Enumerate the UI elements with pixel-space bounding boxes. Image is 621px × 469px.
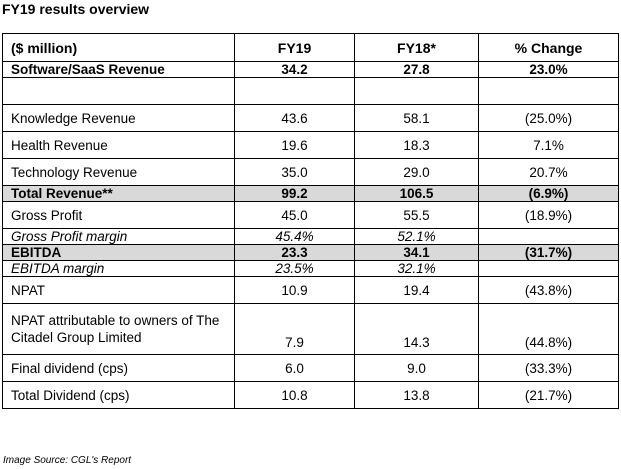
- row-label: Final dividend (cps): [2, 354, 235, 382]
- header-label: ($ million): [2, 33, 235, 62]
- change-value: [478, 260, 619, 277]
- fy18-value: 14.3: [354, 303, 479, 355]
- row-label: Knowledge Revenue: [2, 104, 235, 132]
- fy19-value: 23.5%: [234, 260, 355, 277]
- fy18-value: 9.0: [354, 354, 479, 382]
- row-label: NPAT: [2, 276, 235, 304]
- fy19-value: 6.0: [234, 354, 355, 382]
- change-value: 20.7%: [478, 158, 619, 186]
- row-label: Gross Profit margin: [2, 228, 235, 245]
- fy19-value: 10.9: [234, 276, 355, 304]
- fy19-value: 43.6: [234, 104, 355, 132]
- header-change: % Change: [478, 33, 619, 62]
- change-value: (21.7%): [478, 381, 619, 409]
- change-value: [478, 228, 619, 245]
- table-row: Gross Profit 45.0 55.5 (18.9%): [2, 201, 619, 229]
- table-row: NPAT 10.9 19.4 (43.8%): [2, 276, 619, 304]
- change-value: (25.0%): [478, 104, 619, 132]
- fy19-value: 34.2: [234, 61, 355, 78]
- fy19-value: 45.0: [234, 201, 355, 229]
- fy18-value: 29.0: [354, 158, 479, 186]
- fy18-value: 106.5: [354, 185, 479, 202]
- table-row: [2, 77, 619, 105]
- change-value: (18.9%): [478, 201, 619, 229]
- fy19-value: [234, 77, 355, 105]
- change-value: 7.1%: [478, 131, 619, 159]
- fy19-value: 35.0: [234, 158, 355, 186]
- table-row: Total Dividend (cps) 10.8 13.8 (21.7%): [2, 381, 619, 409]
- fy18-value: [354, 77, 479, 105]
- fy18-value: 27.8: [354, 61, 479, 78]
- page-title: FY19 results overview: [2, 1, 150, 17]
- row-label: Health Revenue: [2, 131, 235, 159]
- table-row: Knowledge Revenue 43.6 58.1 (25.0%): [2, 104, 619, 132]
- change-value: (33.3%): [478, 354, 619, 382]
- header-fy18: FY18*: [354, 33, 479, 62]
- row-label: Gross Profit: [2, 201, 235, 229]
- table-row: Total Revenue** 99.2 106.5 (6.9%): [2, 185, 619, 202]
- fy18-value: 58.1: [354, 104, 479, 132]
- fy19-value: 23.3: [234, 244, 355, 261]
- row-label: Total Revenue**: [2, 185, 235, 202]
- table-row: Final dividend (cps) 6.0 9.0 (33.3%): [2, 354, 619, 382]
- row-label: Software/SaaS Revenue: [2, 61, 235, 78]
- header-fy19: FY19: [234, 33, 355, 62]
- results-table: ($ million) FY19 FY18* % Change Software…: [2, 33, 619, 409]
- row-label: [2, 77, 235, 105]
- change-value: 23.0%: [478, 61, 619, 78]
- row-label: Total Dividend (cps): [2, 381, 235, 409]
- row-label: Technology Revenue: [2, 158, 235, 186]
- change-value: [478, 77, 619, 105]
- fy18-value: 34.1: [354, 244, 479, 261]
- fy18-value: 18.3: [354, 131, 479, 159]
- fy18-value: 32.1%: [354, 260, 479, 277]
- row-label: NPAT attributable to owners of The Citad…: [2, 303, 235, 355]
- change-value: (31.7%): [478, 244, 619, 261]
- fy19-value: 99.2: [234, 185, 355, 202]
- table-row: Software/SaaS Revenue 34.2 27.8 23.0%: [2, 61, 619, 78]
- fy18-value: 13.8: [354, 381, 479, 409]
- fy18-value: 52.1%: [354, 228, 479, 245]
- fy19-value: 19.6: [234, 131, 355, 159]
- table-row: EBITDA margin 23.5% 32.1%: [2, 260, 619, 277]
- table-row: Health Revenue 19.6 18.3 7.1%: [2, 131, 619, 159]
- change-value: (6.9%): [478, 185, 619, 202]
- fy18-value: 55.5: [354, 201, 479, 229]
- fy19-value: 7.9: [234, 303, 355, 355]
- row-label: EBITDA margin: [2, 260, 235, 277]
- table-row: Gross Profit margin 45.4% 52.1%: [2, 228, 619, 245]
- fy19-value: 45.4%: [234, 228, 355, 245]
- table-row: NPAT attributable to owners of The Citad…: [2, 303, 619, 355]
- table-header-row: ($ million) FY19 FY18* % Change: [2, 33, 619, 62]
- change-value: (44.8%): [478, 303, 619, 355]
- table-row: EBITDA 23.3 34.1 (31.7%): [2, 244, 619, 261]
- image-source-caption: Image Source: CGL's Report: [3, 455, 132, 466]
- fy18-value: 19.4: [354, 276, 479, 304]
- row-label: EBITDA: [2, 244, 235, 261]
- table-row: Technology Revenue 35.0 29.0 20.7%: [2, 158, 619, 186]
- fy19-value: 10.8: [234, 381, 355, 409]
- change-value: (43.8%): [478, 276, 619, 304]
